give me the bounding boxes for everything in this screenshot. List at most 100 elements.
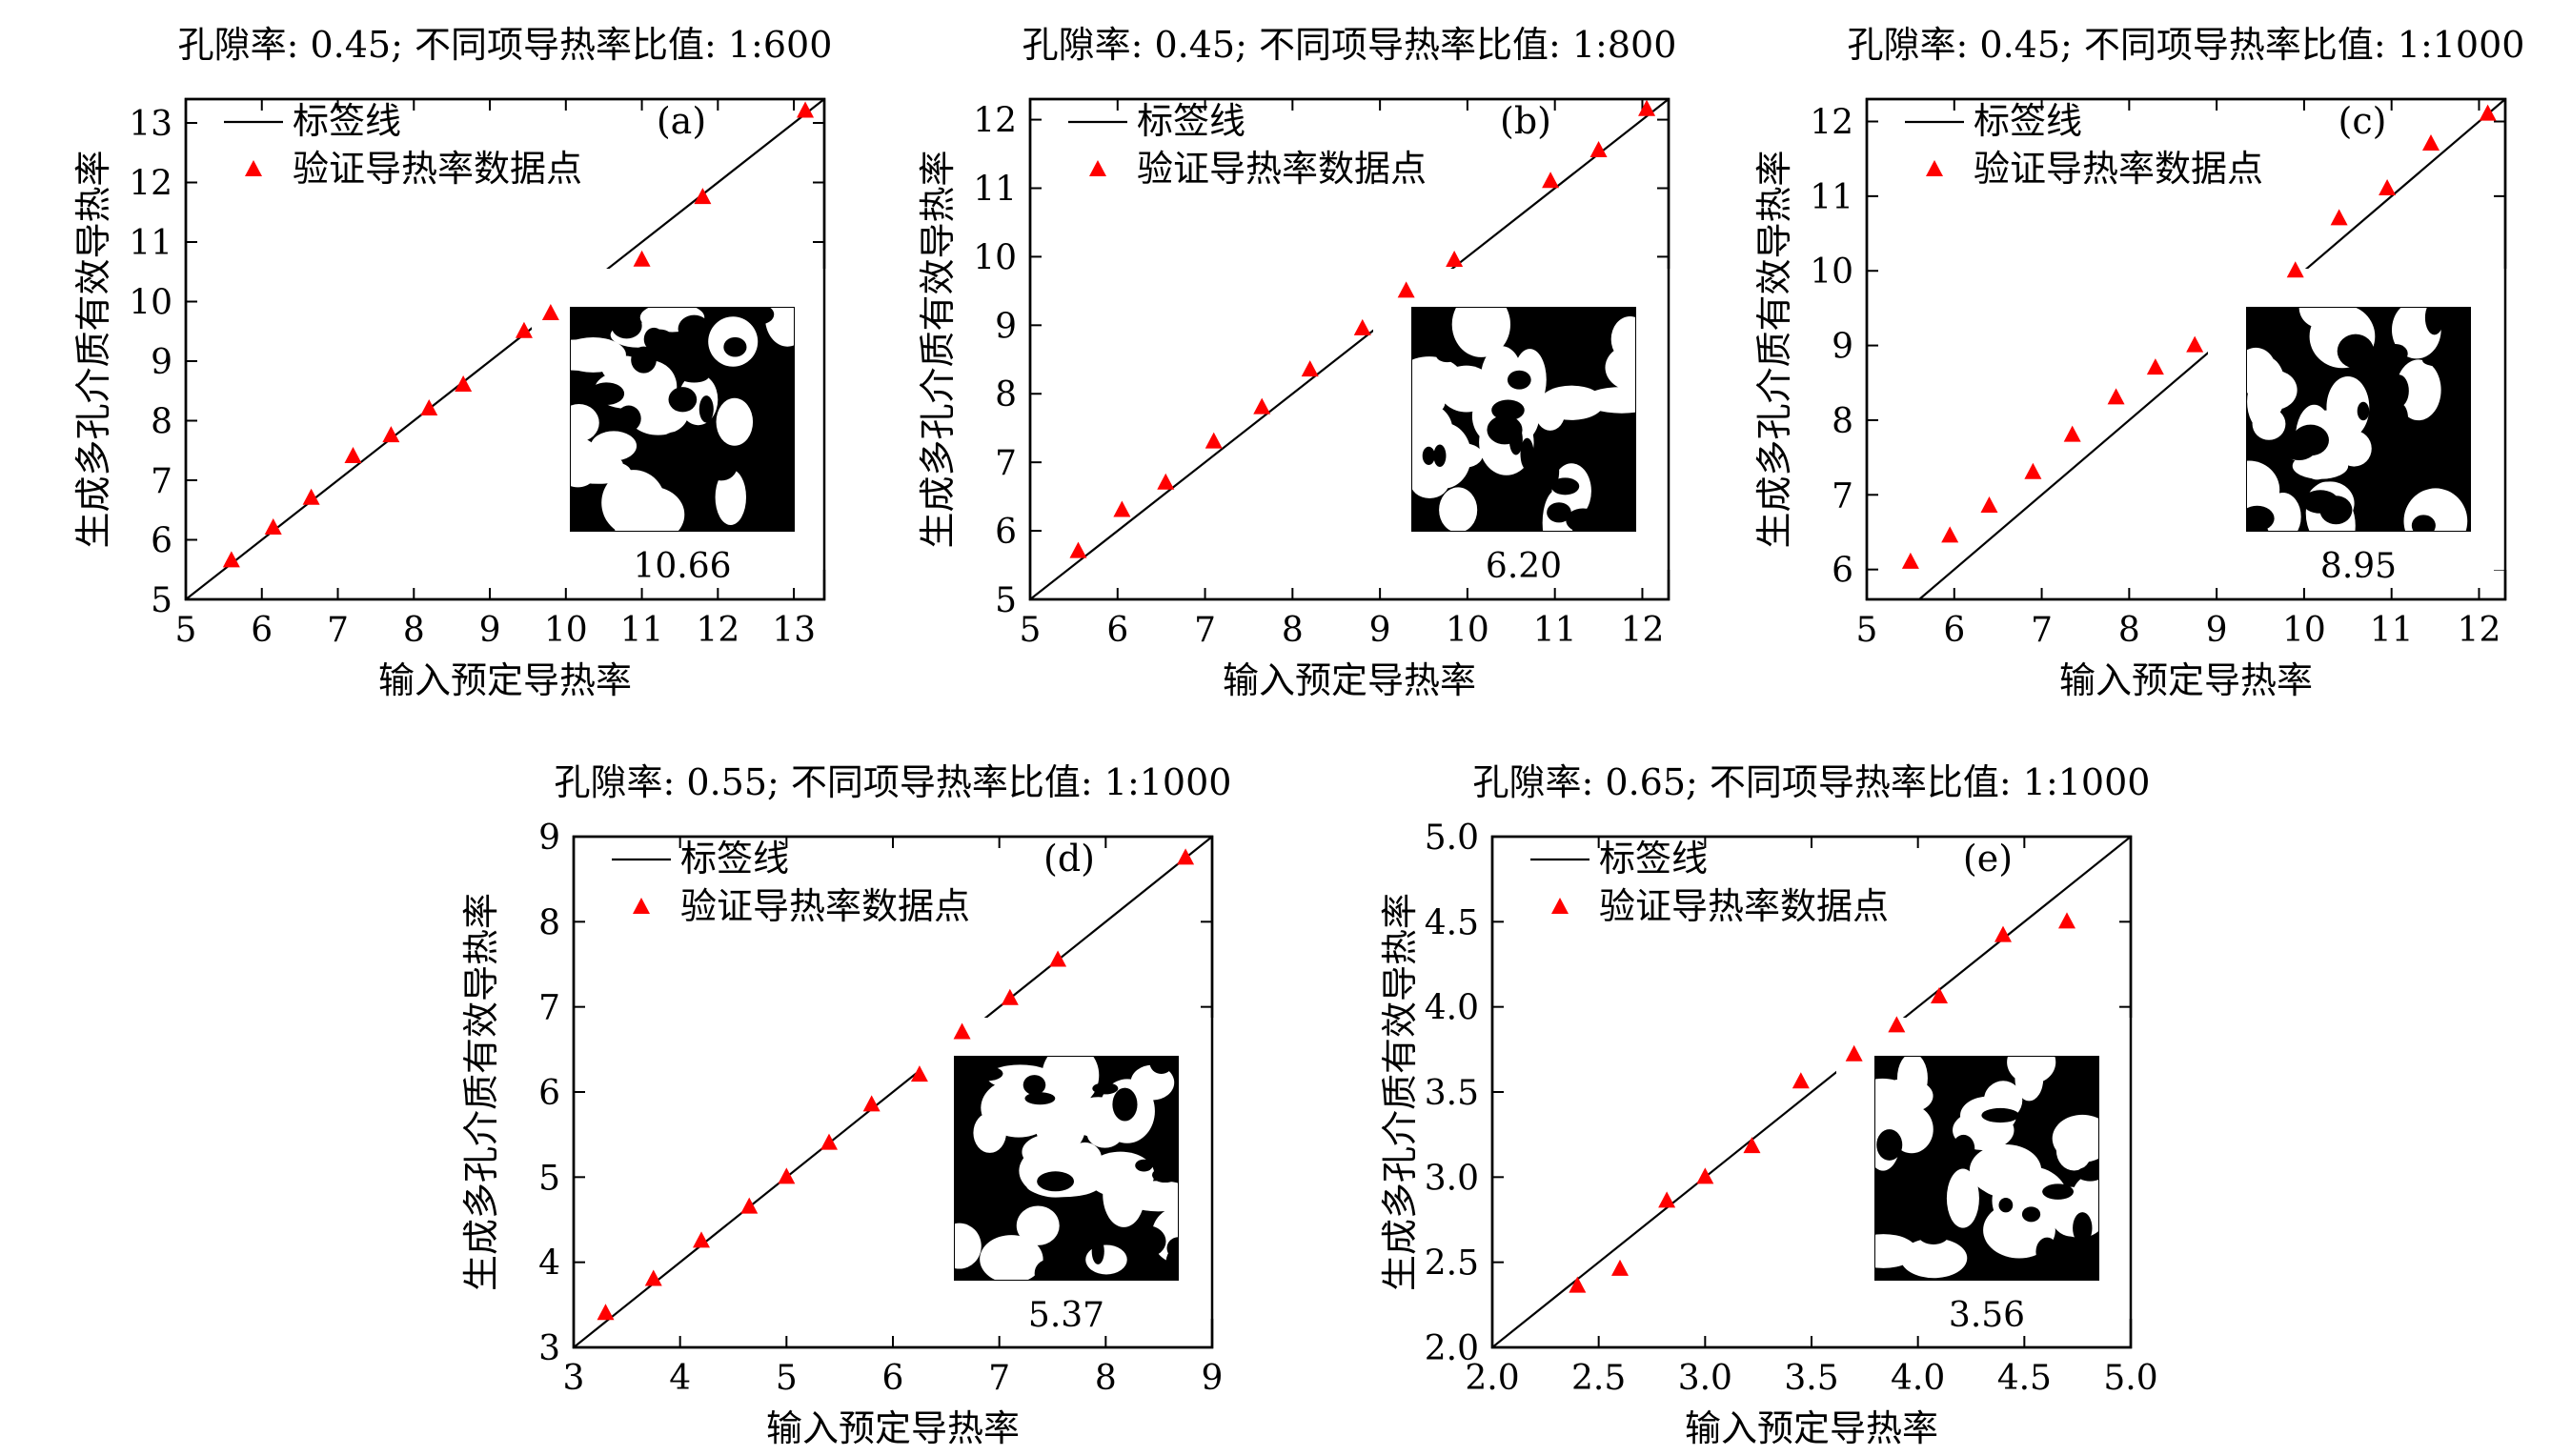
x-tick-label: 5: [776, 1359, 798, 1398]
inset-pore: [1896, 1053, 1928, 1103]
inset-image: [916, 1018, 1217, 1319]
chart-title: 孔隙率: 0.45; 不同项导热率比值: 1:1000: [1848, 24, 2525, 66]
inset-solid: [2035, 1237, 2058, 1266]
inset-pore: [2014, 1056, 2044, 1102]
panel-label: (c): [2338, 100, 2387, 142]
data-point: [1888, 1016, 1906, 1033]
inset-mask: [532, 532, 833, 570]
legend-marker-label: 验证导热率数据点: [1137, 148, 1427, 190]
inset-image: [2208, 269, 2509, 570]
y-axis-label: 生成多孔介质有效导热率: [460, 893, 502, 1291]
y-tick-label: 5: [995, 581, 1017, 620]
inset-value-label: 10.66: [633, 547, 731, 586]
inset-solid: [2382, 344, 2408, 364]
y-axis-label: 生成多孔介质有效导热率: [917, 150, 959, 548]
y-tick-label: 3.5: [1425, 1074, 1479, 1113]
data-point: [2107, 388, 2125, 405]
inset-solid: [616, 405, 641, 432]
inset-mask: [1836, 1281, 2137, 1319]
inset-solid: [1548, 455, 1560, 487]
data-point: [2058, 912, 2075, 929]
chart-panel-a: 孔隙率: 0.45; 不同项导热率比值: 1:600 5 6 7 8 9 10 11 12 13 5…: [72, 24, 833, 701]
inset-solid: [611, 313, 642, 339]
legend-marker-swatch: [1089, 160, 1106, 176]
data-point: [740, 1197, 759, 1214]
inset-pore: [1042, 1043, 1100, 1107]
x-axis-label: 输入预定导热率: [378, 659, 632, 701]
inset-solid: [1998, 1197, 2014, 1213]
y-tick-label: 4.0: [1425, 989, 1479, 1028]
y-tick-label: 12: [973, 102, 1017, 141]
inset-pore: [1535, 393, 1566, 431]
y-tick-label: 11: [129, 224, 172, 263]
data-point: [382, 426, 400, 443]
data-point: [2379, 179, 2397, 196]
inset-solid: [1547, 502, 1571, 523]
inset-solid: [1407, 500, 1434, 533]
data-point: [644, 1269, 662, 1286]
x-tick-label: 10: [2282, 611, 2326, 650]
data-point: [1069, 541, 1087, 558]
x-tick-label: 4.5: [1997, 1359, 2052, 1398]
legend-line-label: 标签线: [1599, 838, 1708, 880]
inset-solid: [2392, 403, 2409, 434]
inset-solid: [2424, 300, 2444, 335]
data-point: [1931, 986, 1948, 1003]
inset-solid: [1952, 1134, 1975, 1163]
data-point: [694, 188, 712, 205]
y-tick-label: 6: [151, 522, 172, 561]
inset-solid: [2357, 401, 2370, 421]
data-point: [778, 1167, 796, 1184]
inset-solid: [1491, 399, 1525, 421]
inset-pore: [980, 1235, 1043, 1284]
inset-mask: [2208, 532, 2509, 570]
y-tick-label: 8: [1832, 402, 1853, 441]
x-tick-label: 6: [251, 611, 273, 650]
x-tick-label: 3: [563, 1359, 585, 1398]
x-tick-label: 13: [772, 611, 816, 650]
x-tick-label: 8: [403, 611, 425, 650]
inset-mask: [1373, 307, 1411, 532]
y-tick-label: 5: [538, 1159, 560, 1198]
inset-image: [1373, 269, 1674, 570]
data-point: [2024, 462, 2042, 479]
inset-mask: [916, 1056, 954, 1281]
x-tick-label: 6: [882, 1359, 904, 1398]
reference-line: [574, 837, 1212, 1347]
y-tick-label: 2.5: [1425, 1244, 1479, 1284]
data-point: [1353, 318, 1371, 335]
plot-frame-overlay: [184, 97, 826, 601]
y-axis-label: 生成多孔介质有效导热率: [1753, 150, 1795, 548]
inset-pore: [1451, 292, 1510, 357]
x-tick-label: 4.0: [1891, 1359, 1945, 1398]
x-tick-label: 9: [2206, 611, 2228, 650]
data-point: [862, 1095, 881, 1112]
inset-pore: [2336, 430, 2372, 467]
data-point: [1792, 1072, 1810, 1089]
inset-solid: [1022, 1075, 1046, 1096]
data-point: [1001, 988, 1019, 1005]
x-tick-label: 11: [620, 611, 664, 650]
x-tick-label: 10: [544, 611, 588, 650]
data-point: [953, 1022, 971, 1040]
inset-solid: [1510, 482, 1548, 508]
y-tick-label: 8: [995, 375, 1017, 415]
inset-mask: [795, 307, 833, 532]
inset-solid: [1564, 434, 1587, 460]
inset-solid: [1571, 419, 1586, 441]
inset-solid: [1037, 1171, 1075, 1192]
inset-solid: [1958, 1071, 1978, 1095]
inset-solid: [745, 304, 775, 325]
x-tick-label: 5: [1020, 611, 1042, 650]
x-tick-label: 10: [1446, 611, 1489, 650]
data-point: [455, 375, 473, 392]
y-tick-label: 5.0: [1425, 819, 1479, 858]
inset-value-label: 3.56: [1949, 1296, 2025, 1335]
inset-solid: [688, 503, 713, 524]
data-point: [1205, 432, 1223, 449]
data-point: [1253, 397, 1271, 415]
panel-label: (d): [1043, 838, 1095, 880]
data-point: [1446, 251, 1464, 268]
data-point: [2063, 425, 2081, 442]
inset-solid: [2319, 495, 2353, 525]
